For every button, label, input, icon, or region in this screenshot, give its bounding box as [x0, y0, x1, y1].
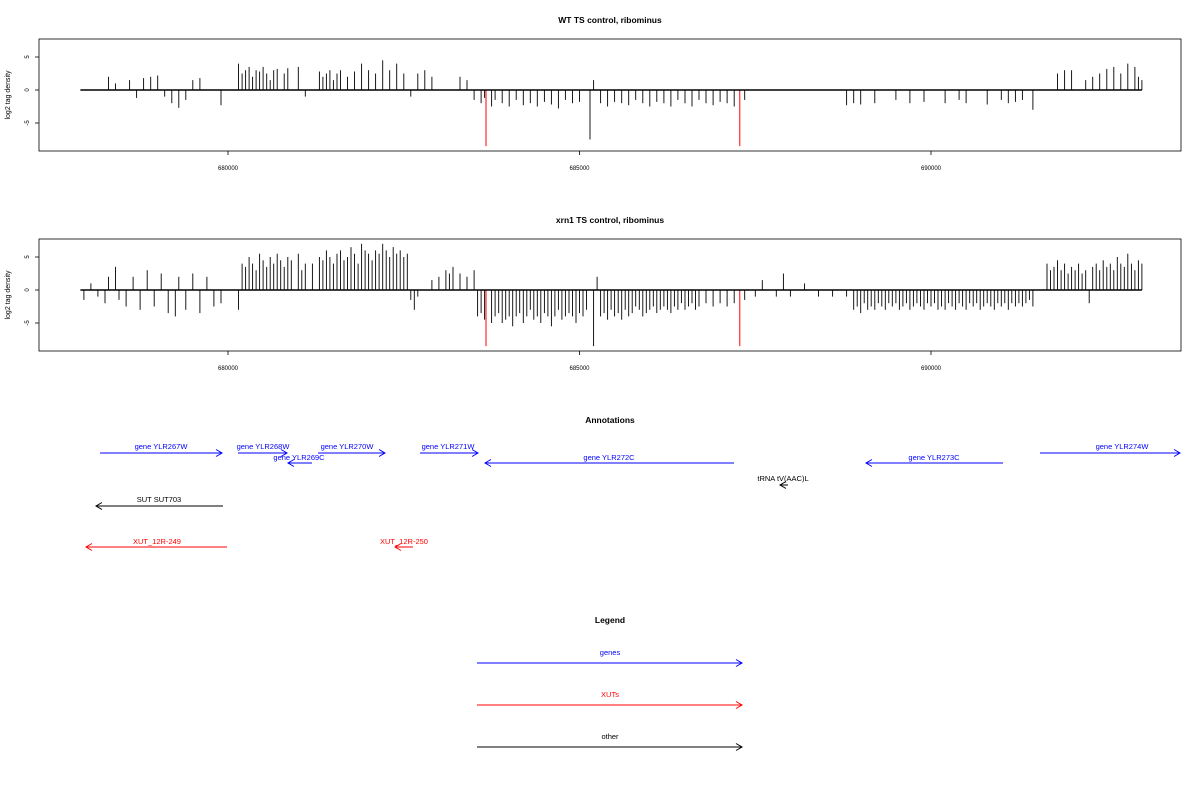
annotation-arrow — [287, 459, 312, 467]
annotation-label: gene YLR273C — [908, 453, 960, 462]
y-axis-wt: -5 0 5 — [25, 55, 39, 126]
annotation-label: gene YLR271W — [422, 442, 476, 451]
annotation-arrow — [1040, 449, 1181, 457]
annotation-label: gene YLR268W — [237, 442, 291, 451]
y-tick-label: -5 — [25, 120, 31, 126]
legend-arrow — [477, 659, 743, 667]
panel-title-xrn1: xrn1 TS control, ribominus — [556, 215, 664, 225]
bars-wt — [80, 60, 1143, 147]
annotation-label: gene YLR267W — [135, 442, 189, 451]
annotations-panel: Annotations gene YLR267W gene YLR268Wgene… — [85, 415, 1181, 551]
y-tick-label: 5 — [25, 55, 31, 59]
panel-title-wt: WT TS control, ribominus — [558, 15, 662, 25]
x-tick-label: 685000 — [569, 166, 590, 172]
annotation-label: XUT_12R-249 — [133, 537, 181, 546]
y-axis-label-xrn1: log2 tag density — [5, 270, 12, 320]
annotation-arrow — [394, 543, 413, 551]
annotation-arrow — [420, 449, 479, 457]
y-axis-label-wt: log2 tag density — [5, 70, 12, 120]
annotation-label: XUT_12R-250 — [380, 537, 428, 546]
legend-items: genes XUTs other — [477, 648, 743, 751]
bars-xrn1 — [80, 243, 1143, 347]
annotation-arrow — [100, 449, 223, 457]
annotation-label: tRNA tV(AAC)L — [757, 474, 808, 483]
y-tick-label: 0 — [25, 88, 31, 92]
legend-arrow — [477, 743, 743, 751]
legend-arrow — [477, 701, 743, 709]
panel-xrn1: xrn1 TS control, ribominus 680000 685000 6… — [5, 215, 1182, 372]
plot-frame-xrn1 — [38, 238, 1182, 352]
legend-title: Legend — [595, 615, 625, 625]
annotation-arrow — [238, 449, 288, 457]
x-tick-label: 690000 — [921, 366, 942, 372]
x-axis-wt: 680000 685000 690000 — [218, 151, 942, 172]
annotations-title: Annotations — [585, 415, 635, 425]
x-tick-label: 685000 — [569, 366, 590, 372]
panel-wt: WT TS control, ribominus 680000 685000 690… — [5, 15, 1182, 172]
annotation-arrow — [779, 481, 788, 489]
legend-panel: Legend genes XUTs other — [477, 615, 743, 751]
x-tick-label: 680000 — [218, 166, 239, 172]
y-tick-label: 5 — [25, 255, 31, 259]
x-tick-label: 690000 — [921, 166, 942, 172]
annotation-label: gene YLR274W — [1096, 442, 1150, 451]
legend-label: other — [601, 732, 619, 741]
y-axis-xrn1: -5 0 5 — [25, 255, 39, 326]
annotation-label: SUT SUT703 — [137, 495, 181, 504]
y-tick-label: -5 — [25, 320, 31, 326]
annotation-arrow — [318, 449, 386, 457]
legend-label: genes — [600, 648, 621, 657]
annotation-arrow — [865, 459, 1003, 467]
y-tick-label: 0 — [25, 288, 31, 292]
annotation-tracks: gene YLR267W gene YLR268W gene YLR269C gene… — [85, 442, 1181, 551]
plot-frame-wt — [38, 38, 1182, 152]
annotation-label: gene YLR270W — [321, 442, 375, 451]
annotation-arrow — [85, 543, 227, 551]
annotation-label: gene YLR272C — [583, 453, 635, 462]
legend-label: XUTs — [601, 690, 619, 699]
annotation-arrow — [484, 459, 734, 467]
annotation-label: gene YLR269C — [273, 453, 325, 462]
x-tick-label: 680000 — [218, 366, 239, 372]
annotation-arrow — [95, 502, 223, 510]
x-axis-xrn1: 680000 685000 690000 — [218, 351, 942, 372]
